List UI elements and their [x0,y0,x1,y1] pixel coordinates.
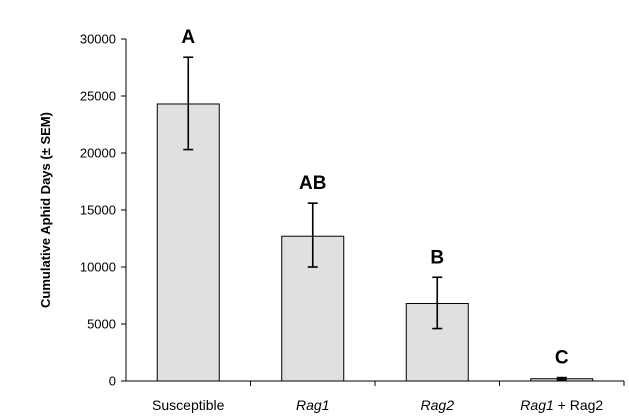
chart-axes: 0 5000 10000 15000 20000 25000 30000 [80,32,625,389]
category-label-part: Rag1 [520,397,553,413]
category-label: Rag1 + Rag2 [520,397,603,413]
y-tick-label: 15000 [80,203,116,218]
category-label-part: Susceptible [152,397,225,413]
category-label: Susceptible [152,397,225,413]
y-axis-title: Cumulative Aphid Days (± SEM) [38,112,53,308]
y-tick-label: 10000 [80,260,116,275]
significance-label: AB [299,173,326,194]
category-label-part: Rag2 [421,397,455,413]
category-label: Rag2 [421,397,455,413]
significance-label: C [555,348,569,369]
y-tick-label: 0 [109,374,116,389]
category-label-part: Rag1 [296,397,329,413]
category-label-part: + Rag2 [554,397,604,413]
y-tick-label: 25000 [80,89,116,104]
y-tick-label: 5000 [87,317,116,332]
chart-bars: A Susceptible AB Rag1 B Rag2 C Rag1 + Rag2 [152,27,603,413]
y-tick-label: 20000 [80,146,116,161]
significance-label: A [181,27,195,48]
category-label: Rag1 [296,397,329,413]
significance-label: B [430,247,444,268]
y-tick-label: 30000 [80,32,116,47]
